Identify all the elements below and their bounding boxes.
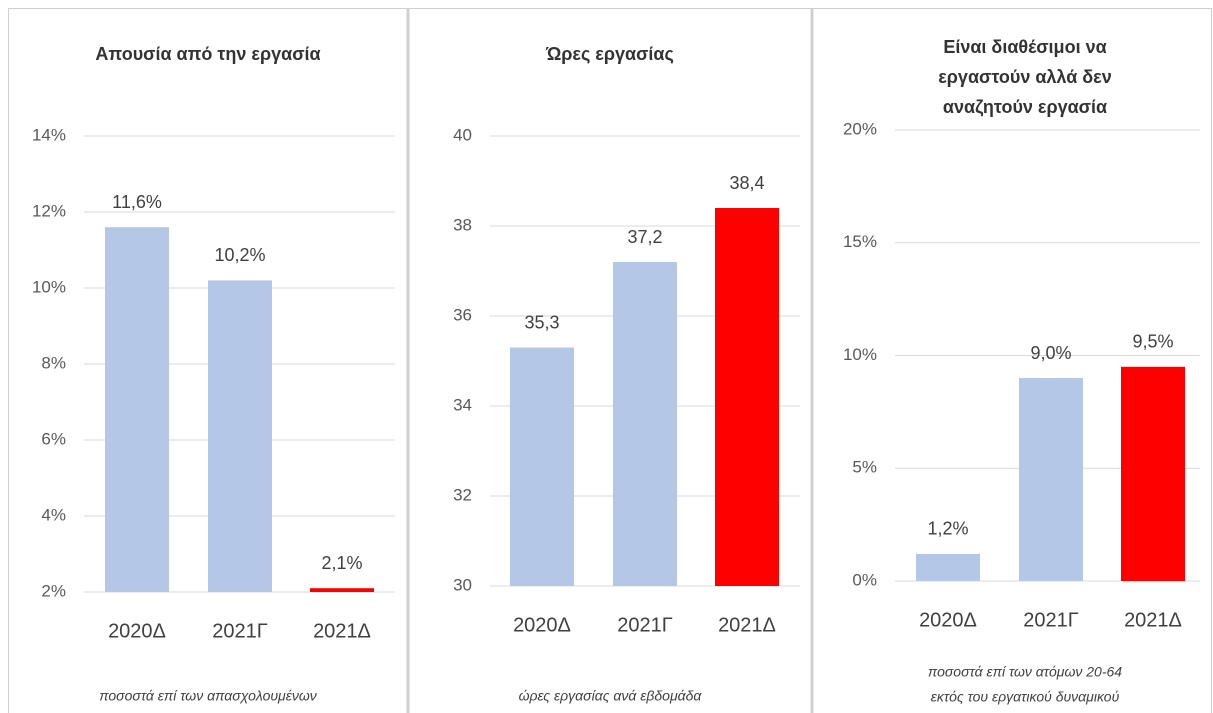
value-label: 35,3 xyxy=(524,312,559,332)
bar xyxy=(208,280,272,592)
y-tick-label: 15% xyxy=(843,232,877,251)
value-label: 2,1% xyxy=(321,553,362,573)
footnote: ποσοστά επί των ατόμων 20-64 xyxy=(928,664,1122,680)
footnote: ποσοστά επί των απασχολουμένων xyxy=(99,688,317,704)
bar xyxy=(1019,378,1083,581)
y-tick-label: 14% xyxy=(32,125,66,144)
y-tick-label: 20% xyxy=(843,119,877,138)
bar xyxy=(715,208,779,586)
x-tick-label: 2021Γ xyxy=(1023,609,1079,631)
y-tick-label: 12% xyxy=(32,201,66,220)
chart-title: εργαστούν αλλά δεν xyxy=(938,67,1112,87)
value-label: 37,2 xyxy=(627,227,662,247)
y-tick-label: 38 xyxy=(453,215,472,234)
value-label: 11,6% xyxy=(112,192,162,212)
bar xyxy=(613,262,677,586)
y-tick-label: 32 xyxy=(453,485,472,504)
y-tick-label: 2% xyxy=(41,581,66,600)
x-tick-label: 2021Δ xyxy=(718,614,776,636)
y-tick-label: 10% xyxy=(843,345,877,364)
value-label: 9,5% xyxy=(1132,332,1173,352)
value-label: 9,0% xyxy=(1030,343,1071,363)
x-tick-label: 2021Γ xyxy=(212,620,268,642)
frame xyxy=(8,8,1212,713)
x-tick-label: 2020Δ xyxy=(919,609,977,631)
y-tick-label: 36 xyxy=(453,305,472,324)
footnote: εκτός του εργατικού δυναμικού xyxy=(931,689,1120,705)
bar xyxy=(1121,366,1185,581)
x-tick-label: 2020Δ xyxy=(513,614,571,636)
y-tick-label: 6% xyxy=(41,429,66,448)
bar xyxy=(105,227,169,592)
y-tick-label: 34 xyxy=(453,395,472,414)
bar xyxy=(916,553,980,581)
y-tick-label: 8% xyxy=(41,353,66,372)
y-tick-label: 0% xyxy=(852,570,877,589)
chart-title: αναζητούν εργασία xyxy=(943,97,1107,118)
value-label: 10,2% xyxy=(214,245,265,265)
footnote: ώρες εργασίας ανά εβδομάδα xyxy=(519,688,703,704)
y-tick-label: 40 xyxy=(453,125,472,144)
chart-title: Ώρες εργασίας xyxy=(545,44,674,64)
bar xyxy=(310,588,374,592)
value-label: 1,2% xyxy=(927,519,968,539)
x-tick-label: 2020Δ xyxy=(108,620,166,642)
y-tick-label: 30 xyxy=(453,575,472,594)
y-tick-label: 10% xyxy=(32,277,66,296)
value-label: 38,4 xyxy=(729,173,764,193)
x-tick-label: 2021Δ xyxy=(1124,609,1182,631)
y-tick-label: 5% xyxy=(852,458,877,477)
x-tick-label: 2021Γ xyxy=(617,614,673,636)
bar xyxy=(510,347,574,586)
chart-title: Είναι διαθέσιμοι να xyxy=(943,37,1106,57)
y-tick-label: 4% xyxy=(41,505,66,524)
x-tick-label: 2021Δ xyxy=(313,620,371,642)
chart-title: Απουσία από την εργασία xyxy=(95,44,320,64)
